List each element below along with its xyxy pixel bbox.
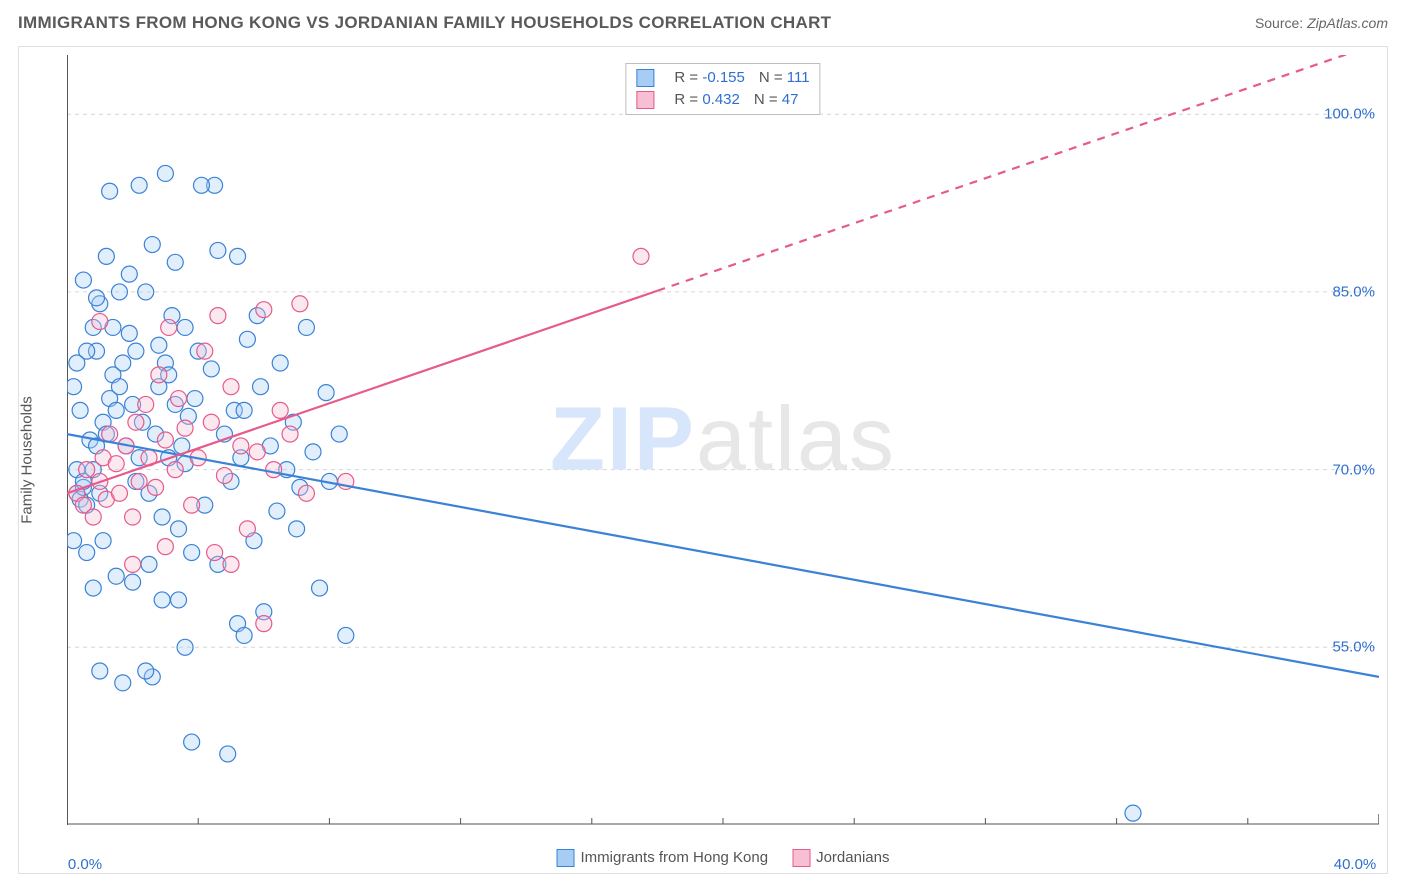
x-tick-label: 0.0%: [68, 856, 102, 873]
source-value: ZipAtlas.com: [1307, 15, 1388, 31]
legend-item-jo: Jordanians: [792, 849, 889, 867]
series-legend: Immigrants from Hong Kong Jordanians: [557, 849, 890, 867]
chart-svg: [67, 55, 1379, 825]
source-label: Source:: [1255, 15, 1307, 31]
legend-swatch: [557, 849, 575, 867]
legend-swatch: [792, 849, 810, 867]
stats-n: N = 111: [759, 67, 810, 89]
header: IMMIGRANTS FROM HONG KONG VS JORDANIAN F…: [0, 0, 1406, 46]
chart-title: IMMIGRANTS FROM HONG KONG VS JORDANIAN F…: [18, 13, 831, 33]
legend-label: Immigrants from Hong Kong: [581, 849, 769, 866]
y-axis-label: Family Households: [19, 396, 36, 524]
stats-swatch: [636, 69, 654, 87]
x-tick-label: 40.0%: [1334, 856, 1377, 873]
plot-area: ZIPatlas R = -0.155N = 111R = 0.432N = 4…: [67, 55, 1379, 825]
stats-n: N = 47: [754, 89, 799, 111]
plot-container: Family Households ZIPatlas R = -0.155N =…: [18, 46, 1388, 874]
legend-label: Jordanians: [816, 849, 889, 866]
stats-legend: R = -0.155 N = 111 R = 0.432 N = 47: [625, 63, 820, 115]
stats-row-jo: R = 0.432 N = 47: [636, 89, 809, 111]
stats-swatch: [636, 91, 654, 109]
stats-row-hk: R = -0.155 N = 111: [636, 67, 809, 89]
legend-item-hk: Immigrants from Hong Kong: [557, 849, 769, 867]
stats-r: R = -0.155: [674, 67, 744, 89]
x-axis: Immigrants from Hong Kong Jordanians 0.0%…: [67, 825, 1379, 873]
stats-r: R = 0.432: [674, 89, 739, 111]
source-attribution: Source: ZipAtlas.com: [1255, 15, 1388, 31]
